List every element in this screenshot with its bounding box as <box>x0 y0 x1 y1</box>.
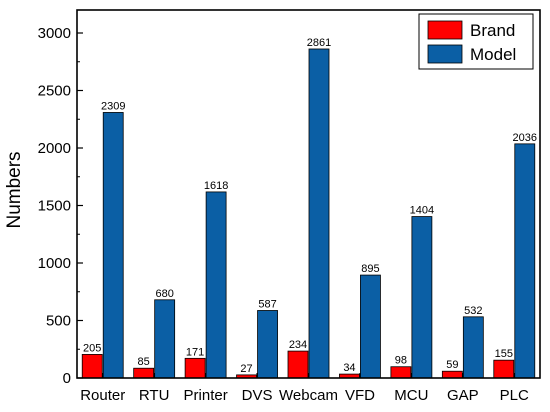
x-tick-label-vfd: VFD <box>345 387 375 404</box>
data-label-brand-mcu: 98 <box>395 355 407 367</box>
legend-label-model: Model <box>470 45 516 64</box>
data-label-model-gap: 532 <box>464 305 482 317</box>
legend-swatch-brand <box>427 20 463 40</box>
y-tick-label-2000: 2000 <box>38 140 71 157</box>
bar-model-vfd <box>360 274 381 379</box>
bar-model-dvs <box>257 310 278 379</box>
data-label-brand-gap: 59 <box>446 359 458 371</box>
data-label-model-printer: 1618 <box>204 180 228 192</box>
x-tick-label-dvs: DVS <box>242 387 273 404</box>
bar-model-webcam <box>308 48 330 379</box>
data-labels-layer: 205 2309 85 680 171 1618 27 587 234 2861 34 895 98 14… <box>83 37 537 375</box>
y-tick-label-500: 500 <box>46 313 71 330</box>
data-label-brand-dvs: 27 <box>240 363 252 375</box>
data-label-brand-vfd: 34 <box>343 362 355 374</box>
y-axis-title: Numbers <box>4 151 25 228</box>
y-tick-label-1000: 1000 <box>38 255 71 272</box>
data-label-model-webcam: 2861 <box>307 37 331 49</box>
bar-model-mcu <box>411 216 433 379</box>
data-label-model-mcu: 1404 <box>410 205 434 217</box>
legend-swatch-model <box>427 44 463 64</box>
bar-brand-rtu <box>133 367 155 379</box>
bar-brand-plc <box>493 359 515 379</box>
bar-model-gap <box>462 316 484 379</box>
data-label-model-vfd: 895 <box>361 263 379 275</box>
bar-brand-webcam <box>287 350 309 379</box>
data-label-brand-rtu: 85 <box>138 356 150 368</box>
x-tick-label-rtu: RTU <box>139 387 170 404</box>
legend: Brand Model <box>418 13 534 70</box>
axes-layer: Router RTU Printer DVS Webcam VFD MCU GAP PLC 0 50… <box>38 25 529 404</box>
x-tick-label-router: Router <box>80 387 125 404</box>
data-label-brand-router: 205 <box>83 342 101 354</box>
x-tick-label-gap: GAP <box>447 387 479 404</box>
bar-model-printer <box>205 191 227 379</box>
bar-brand-printer <box>184 357 206 379</box>
data-label-model-rtu: 680 <box>155 288 173 300</box>
y-tick-label-0: 0 <box>63 370 71 387</box>
data-label-brand-plc: 155 <box>495 348 513 360</box>
bar-brand-mcu <box>390 366 412 379</box>
data-label-brand-printer: 171 <box>186 346 204 358</box>
bar-model-plc <box>514 143 536 379</box>
data-label-model-plc: 2036 <box>513 132 537 144</box>
y-tick-label-3000: 3000 <box>38 25 71 42</box>
bar-brand-router <box>81 354 103 379</box>
x-tick-label-webcam: Webcam <box>279 387 338 404</box>
bar-model-router <box>102 112 124 379</box>
y-tick-label-1500: 1500 <box>38 198 71 215</box>
legend-label-brand: Brand <box>470 21 515 40</box>
x-tick-label-printer: Printer <box>184 387 228 404</box>
data-label-model-dvs: 587 <box>258 298 276 310</box>
x-tick-label-plc: PLC <box>500 387 529 404</box>
bars-layer <box>81 48 536 379</box>
y-tick-label-2500: 2500 <box>38 83 71 100</box>
data-label-brand-webcam: 234 <box>289 339 307 351</box>
data-label-model-router: 2309 <box>101 100 125 112</box>
x-tick-label-mcu: MCU <box>394 387 428 404</box>
bar-brand-gap <box>441 370 463 379</box>
bar-model-rtu <box>154 299 176 379</box>
